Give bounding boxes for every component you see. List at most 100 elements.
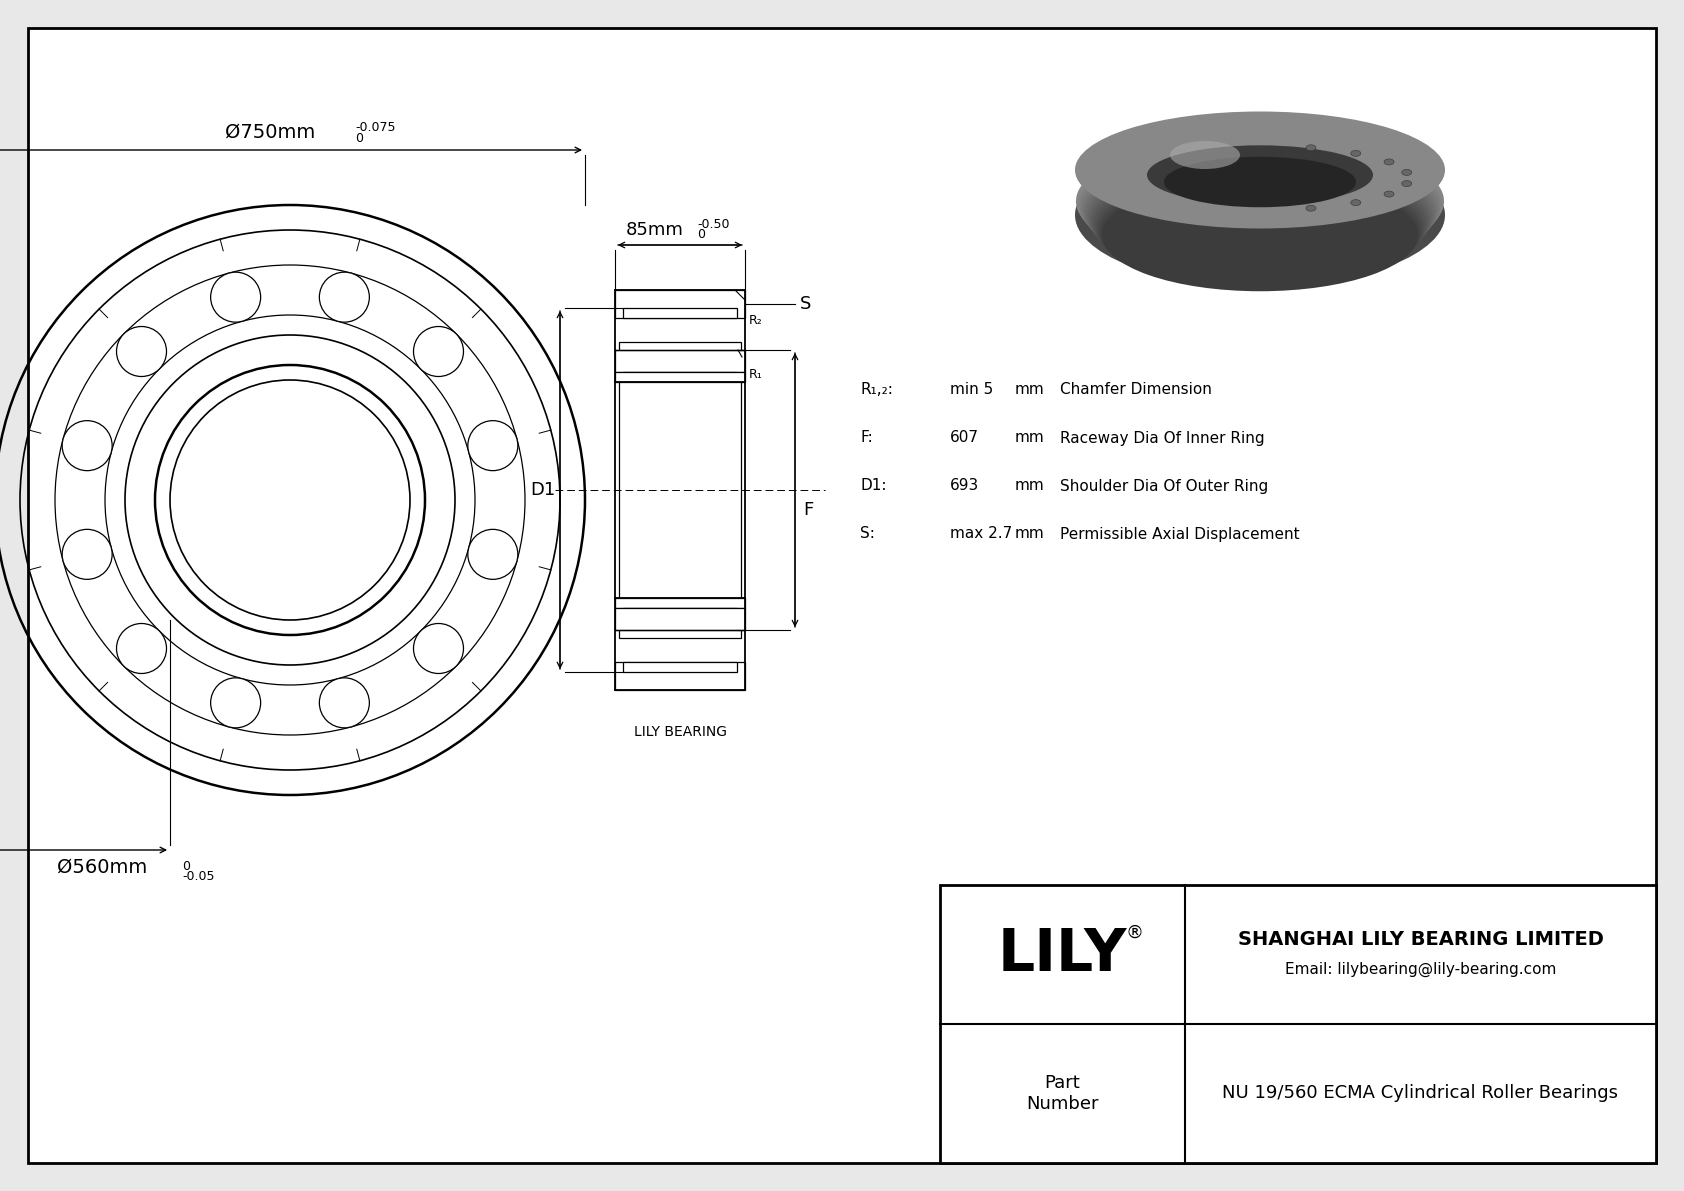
Ellipse shape (1093, 166, 1426, 282)
Text: S:: S: (861, 526, 876, 542)
Ellipse shape (1401, 169, 1411, 175)
Ellipse shape (1081, 144, 1440, 270)
Bar (615, 289, 744, 318)
Ellipse shape (1100, 175, 1421, 288)
Text: 0: 0 (697, 227, 706, 241)
Ellipse shape (1074, 143, 1445, 287)
Text: Raceway Dia Of Inner Ring: Raceway Dia Of Inner Ring (1059, 430, 1265, 445)
Text: Email: lilybearing@lily-bearing.com: Email: lilybearing@lily-bearing.com (1285, 962, 1556, 977)
Ellipse shape (116, 624, 167, 673)
Ellipse shape (1076, 138, 1443, 267)
Bar (615, 662, 744, 690)
Ellipse shape (62, 420, 113, 470)
Ellipse shape (1101, 177, 1420, 289)
Bar (615, 372, 744, 382)
Text: LILY BEARING: LILY BEARING (633, 725, 726, 738)
Ellipse shape (1384, 191, 1394, 197)
Bar (615, 598, 744, 607)
Ellipse shape (1074, 112, 1445, 229)
Ellipse shape (1084, 151, 1435, 275)
Bar (940, 885, 1655, 1162)
Text: Permissible Axial Displacement: Permissible Axial Displacement (1059, 526, 1300, 542)
Text: Ø750mm: Ø750mm (226, 123, 315, 142)
Ellipse shape (1081, 145, 1438, 272)
Ellipse shape (1088, 156, 1431, 278)
Ellipse shape (210, 678, 261, 728)
Ellipse shape (1384, 158, 1394, 164)
Ellipse shape (1307, 205, 1315, 211)
Ellipse shape (1079, 141, 1442, 268)
Ellipse shape (1078, 139, 1442, 268)
Ellipse shape (1100, 176, 1420, 288)
Bar (615, 289, 744, 318)
Text: Chamfer Dimension: Chamfer Dimension (1059, 382, 1212, 398)
Text: Shoulder Dia Of Outer Ring: Shoulder Dia Of Outer Ring (1059, 479, 1268, 493)
Ellipse shape (468, 529, 519, 579)
Text: NU 19/560 ECMA Cylindrical Roller Bearings: NU 19/560 ECMA Cylindrical Roller Bearin… (1223, 1085, 1618, 1103)
Ellipse shape (116, 326, 167, 376)
Text: Part
Number: Part Number (1026, 1074, 1098, 1112)
Text: S: S (800, 295, 812, 313)
Ellipse shape (1164, 157, 1356, 207)
Text: 0: 0 (182, 860, 190, 873)
Ellipse shape (1091, 161, 1430, 280)
Ellipse shape (62, 529, 113, 579)
Ellipse shape (1351, 150, 1361, 156)
Ellipse shape (1095, 167, 1426, 283)
Text: -0.075: -0.075 (355, 121, 396, 135)
Bar (615, 662, 744, 690)
Ellipse shape (414, 326, 463, 376)
Ellipse shape (1088, 155, 1433, 276)
Bar (615, 598, 744, 607)
Ellipse shape (1170, 141, 1239, 169)
Ellipse shape (1079, 143, 1440, 269)
Text: 607: 607 (950, 430, 978, 445)
Bar (620, 342, 741, 638)
Text: F:: F: (861, 430, 872, 445)
Text: D1: D1 (530, 481, 556, 499)
Ellipse shape (1351, 200, 1361, 206)
Text: min 5: min 5 (950, 382, 994, 398)
Text: R₂: R₂ (749, 313, 763, 326)
Text: R₁: R₁ (749, 368, 763, 381)
Ellipse shape (1090, 160, 1430, 279)
Ellipse shape (1076, 137, 1445, 266)
Ellipse shape (210, 273, 261, 322)
Text: R₁,₂:: R₁,₂: (861, 382, 893, 398)
Ellipse shape (1096, 170, 1423, 285)
Ellipse shape (1401, 181, 1411, 187)
Bar (623, 662, 738, 672)
Bar (623, 308, 738, 318)
Text: -0.05: -0.05 (182, 869, 216, 883)
Text: LILY: LILY (999, 925, 1127, 983)
Text: max 2.7: max 2.7 (950, 526, 1012, 542)
Text: mm: mm (1015, 382, 1044, 398)
Ellipse shape (1083, 149, 1436, 273)
Bar (623, 662, 738, 672)
Bar (615, 372, 744, 382)
Bar (623, 308, 738, 318)
Ellipse shape (1084, 150, 1436, 274)
Text: 693: 693 (950, 479, 980, 493)
Ellipse shape (1101, 179, 1418, 291)
Text: mm: mm (1015, 526, 1044, 542)
Text: F: F (803, 501, 813, 519)
Ellipse shape (1091, 162, 1428, 281)
Ellipse shape (1086, 154, 1433, 275)
Bar (615, 607, 744, 630)
Text: mm: mm (1015, 430, 1044, 445)
Ellipse shape (1083, 148, 1438, 272)
Text: Ø560mm: Ø560mm (57, 858, 148, 877)
Ellipse shape (1095, 169, 1425, 285)
Text: ®: ® (1125, 923, 1143, 942)
Text: mm: mm (1015, 479, 1044, 493)
Ellipse shape (1098, 172, 1423, 286)
Ellipse shape (1103, 181, 1418, 292)
Bar (615, 350, 744, 372)
Ellipse shape (414, 624, 463, 673)
Ellipse shape (1098, 173, 1421, 287)
Ellipse shape (320, 273, 369, 322)
Ellipse shape (1147, 145, 1372, 205)
Ellipse shape (1307, 145, 1315, 151)
Bar (615, 607, 744, 630)
